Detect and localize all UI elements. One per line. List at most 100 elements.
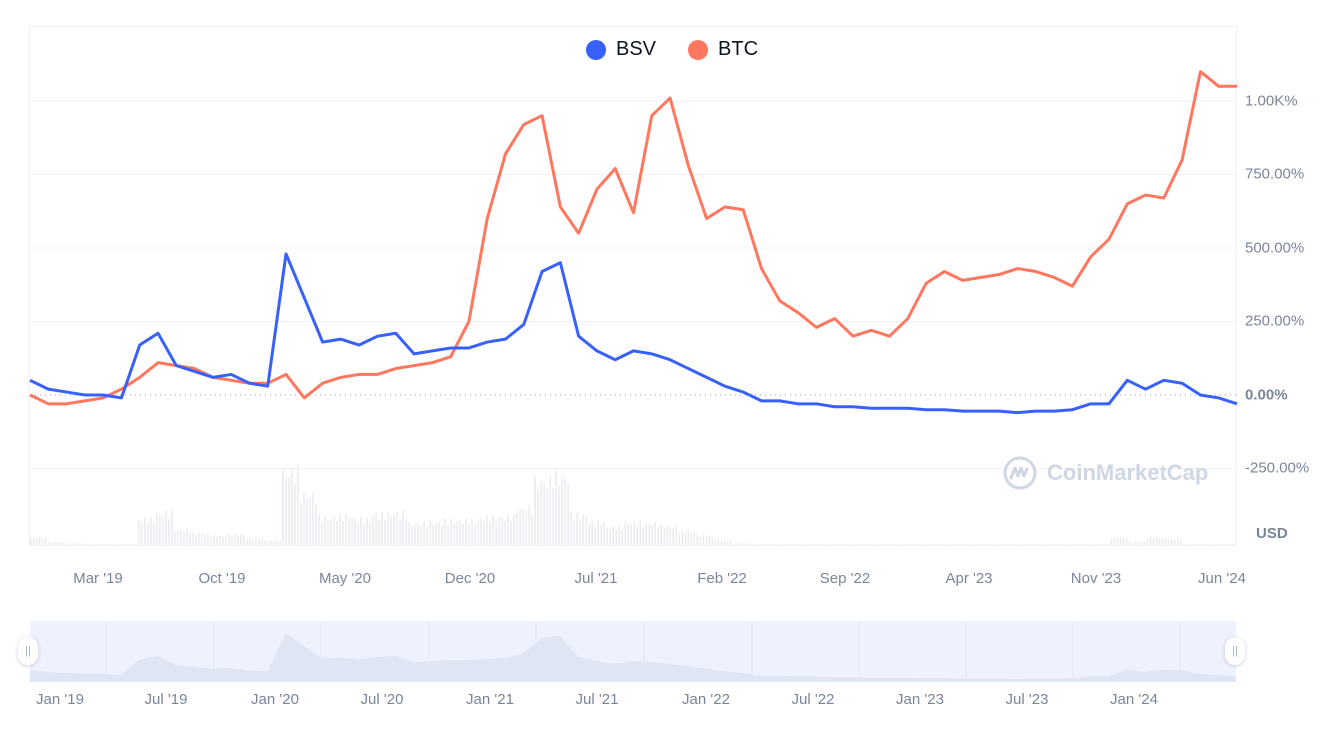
volume-bar bbox=[711, 536, 714, 545]
volume-bar bbox=[1212, 544, 1215, 545]
volume-bar bbox=[357, 523, 359, 545]
drag-handle-icon: || bbox=[1232, 645, 1238, 657]
volume-bar bbox=[1203, 544, 1206, 545]
x-tick: Apr '23 bbox=[945, 570, 993, 587]
volume-bar bbox=[639, 520, 642, 545]
volume-bar bbox=[672, 528, 675, 545]
volume-bar bbox=[546, 488, 548, 545]
volume-bar bbox=[765, 544, 768, 545]
range-navigator[interactable] bbox=[30, 621, 1236, 682]
volume-bar bbox=[849, 544, 852, 545]
volume-bar bbox=[81, 543, 83, 545]
legend-item-btc[interactable]: BTC bbox=[688, 38, 758, 61]
volume-bar bbox=[735, 543, 738, 545]
volume-bar bbox=[687, 530, 690, 545]
navigator-tick: Jan '23 bbox=[896, 691, 944, 708]
volume-bar bbox=[606, 527, 608, 545]
volume-bar bbox=[36, 538, 38, 545]
volume-bar bbox=[642, 527, 645, 545]
volume-bar bbox=[603, 521, 605, 545]
volume-bar bbox=[249, 538, 251, 545]
volume-bar bbox=[42, 538, 44, 545]
volume-bar bbox=[540, 480, 542, 545]
volume-bar bbox=[621, 529, 623, 545]
volume-bar bbox=[528, 505, 530, 545]
volume-bar bbox=[291, 468, 293, 545]
volume-bar bbox=[240, 534, 242, 545]
volume-bar bbox=[447, 524, 449, 545]
btc-line[interactable] bbox=[29, 70, 1237, 406]
volume-bar bbox=[705, 537, 708, 545]
volume-bar bbox=[816, 544, 819, 545]
volume-bar bbox=[558, 486, 560, 545]
navigator-tick: Jan '21 bbox=[466, 691, 514, 708]
volume-bar bbox=[747, 543, 750, 545]
legend-item-bsv[interactable]: BSV bbox=[585, 38, 656, 61]
volume-bar bbox=[720, 541, 723, 545]
volume-bar bbox=[840, 544, 843, 545]
volume-bar bbox=[246, 539, 248, 545]
volume-bar bbox=[480, 517, 482, 545]
volume-bar bbox=[168, 518, 170, 545]
volume-bar bbox=[690, 532, 693, 545]
volume-bar bbox=[150, 516, 152, 545]
volume-bar bbox=[891, 544, 894, 545]
volume-bar bbox=[627, 523, 629, 545]
volume-bar bbox=[1020, 544, 1023, 545]
navigator-tick: Jan '24 bbox=[1110, 691, 1158, 708]
volume-bar bbox=[843, 544, 846, 545]
volume-bar bbox=[474, 523, 476, 545]
volume-bar bbox=[351, 517, 353, 545]
navigator-tick: Jan '22 bbox=[682, 691, 730, 708]
volume-bar bbox=[951, 544, 954, 545]
volume-bar bbox=[570, 512, 572, 545]
volume-bar bbox=[729, 540, 732, 545]
volume-bar bbox=[123, 544, 125, 545]
volume-bar bbox=[663, 529, 666, 545]
volume-bar bbox=[774, 544, 777, 545]
volume-bar bbox=[1182, 544, 1185, 545]
volume-bar bbox=[207, 532, 209, 545]
volume-bar bbox=[699, 537, 702, 545]
volume-bar bbox=[534, 475, 536, 545]
volume-bar bbox=[915, 544, 918, 545]
volume-bar bbox=[417, 523, 419, 545]
volume-bar bbox=[633, 520, 635, 545]
volume-bar bbox=[957, 544, 960, 545]
volume-bar bbox=[936, 544, 939, 545]
volume-bar bbox=[846, 544, 849, 545]
volume-bar bbox=[624, 521, 626, 545]
volume-bar bbox=[1095, 544, 1098, 545]
volume-bar bbox=[438, 522, 440, 545]
volume-bar bbox=[1176, 538, 1179, 545]
volume-bar bbox=[828, 544, 831, 545]
volume-bar bbox=[834, 544, 837, 545]
volume-bar bbox=[213, 535, 215, 545]
volume-bar bbox=[456, 521, 458, 545]
volume-bar bbox=[522, 509, 524, 545]
drag-handle-icon: || bbox=[25, 645, 31, 657]
y-tick-neg250: -250.00% bbox=[1245, 459, 1310, 477]
navigator-left-handle[interactable]: || bbox=[18, 637, 38, 665]
volume-bar bbox=[129, 544, 131, 545]
volume-bar bbox=[72, 543, 74, 545]
volume-bar bbox=[1152, 538, 1155, 545]
navigator-tick: Jul '19 bbox=[144, 691, 188, 708]
volume-bar bbox=[102, 544, 104, 545]
navigator-right-handle[interactable]: || bbox=[1225, 637, 1245, 665]
volume-bar bbox=[177, 529, 179, 545]
volume-bar bbox=[267, 540, 269, 545]
volume-bar bbox=[675, 525, 678, 545]
bsv-line[interactable] bbox=[29, 252, 1238, 415]
volume-bar bbox=[555, 470, 557, 545]
volume-bar bbox=[723, 540, 726, 545]
volume-bar bbox=[909, 544, 912, 545]
volume-bar bbox=[279, 541, 281, 545]
volume-bar bbox=[402, 510, 404, 545]
chart-plot-area[interactable] bbox=[29, 26, 1237, 546]
volume-bar bbox=[894, 544, 897, 545]
volume-bar bbox=[1038, 544, 1041, 545]
volume-bar bbox=[324, 516, 326, 545]
volume-bar bbox=[753, 544, 756, 545]
volume-bar bbox=[144, 517, 146, 545]
